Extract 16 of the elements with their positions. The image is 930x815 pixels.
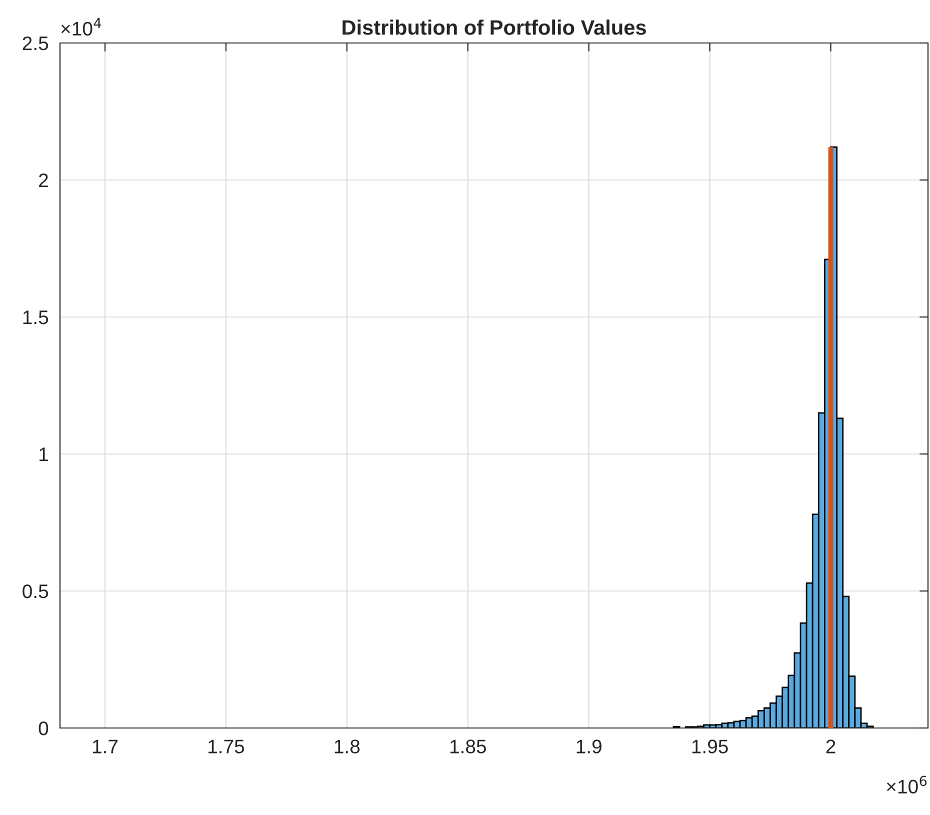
x-tick-label: 1.85 [450, 740, 486, 754]
y-tick-label: 1.5 [23, 310, 48, 324]
text: ×10$^{4}$ [61, 18, 102, 36]
x-tick-label: 2 [826, 740, 836, 754]
x-tick-label: 1.7 [92, 740, 118, 754]
chart-title: Distribution of Portfolio Values [342, 20, 646, 35]
x-tick-label: 1.8 [334, 740, 360, 754]
x-tick-label: 1.75 [208, 740, 244, 754]
x-tick-label: 1.95 [692, 740, 728, 754]
y-tick-label: 2 [39, 173, 48, 188]
y-tick-label: 0 [38, 721, 48, 736]
y-tick-label: 0.5 [22, 584, 48, 598]
text: ×10$^{6}$ [886, 776, 927, 794]
x-tick-label: 1.9 [576, 740, 602, 754]
y-tick-label: 2.5 [22, 36, 48, 50]
y-tick-label: 1 [40, 448, 48, 462]
